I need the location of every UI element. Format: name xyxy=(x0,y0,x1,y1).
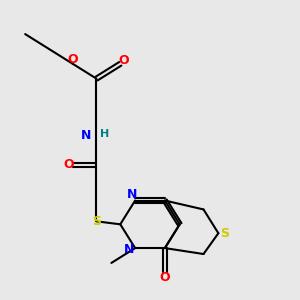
Text: N: N xyxy=(127,188,137,201)
Text: O: O xyxy=(63,158,74,171)
Text: S: S xyxy=(220,227,229,240)
Text: N: N xyxy=(124,243,134,256)
Text: O: O xyxy=(160,271,170,284)
Text: N: N xyxy=(81,129,91,142)
Text: O: O xyxy=(118,54,129,67)
Text: O: O xyxy=(68,53,78,66)
Text: S: S xyxy=(92,215,101,228)
Text: H: H xyxy=(100,129,110,139)
